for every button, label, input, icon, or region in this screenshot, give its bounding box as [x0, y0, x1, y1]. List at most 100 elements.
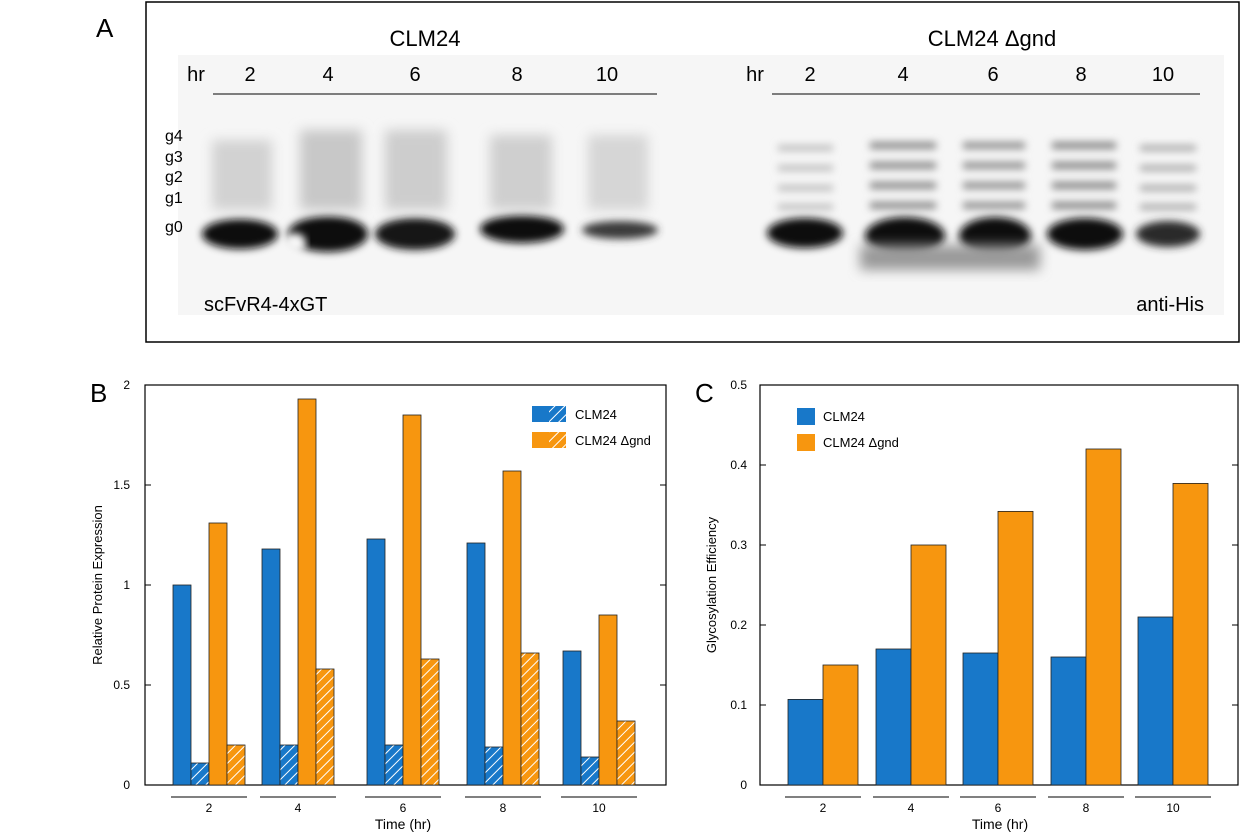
chart-b-bar-s1-10 — [580, 756, 600, 786]
chart-b-bar-s3-10 — [616, 720, 636, 786]
chart-b-xlabel: Time (hr) — [375, 816, 431, 832]
smear-clm24-6hr — [385, 130, 447, 210]
chart-c-bar-s0-2 — [787, 699, 824, 786]
panel-a-letter: A — [96, 13, 114, 43]
band-g0-dgnd-2hr — [767, 218, 843, 248]
chart-c-bar-s0-6 — [962, 652, 999, 786]
chart-c-ytick-label-5: 0.5 — [730, 378, 747, 392]
panel-b-letter: B — [90, 378, 107, 408]
chart-b-bar-s2-4 — [297, 398, 317, 786]
chart-b-ytick-label-0: 0 — [123, 778, 130, 792]
smear-clm24-8hr — [490, 135, 552, 210]
chart-b-bar-s0-4 — [261, 548, 281, 786]
panel-a: A CLM24 CLM24 Δgnd hr 2 4 6 8 10 hr 2 4 6 8 10 g… — [96, 1, 1240, 343]
chart-b-ytick-label-4: 2 — [123, 378, 130, 392]
band-label-g4: g4 — [165, 128, 183, 145]
band-label-g0: g0 — [165, 219, 183, 236]
chart-c-bar-s1-2 — [822, 664, 859, 786]
blot-left-lane-8: 8 — [511, 64, 522, 86]
chart-c-ylabel: Glycosylation Efficiency — [704, 516, 719, 653]
band-label-g3: g3 — [165, 149, 183, 166]
panel-c-letter: C — [695, 378, 714, 408]
chart-c-xtick-6: 6 — [995, 801, 1002, 815]
chart-b-xtick-8: 8 — [500, 801, 507, 815]
chart-b-ytick-label-2: 1 — [123, 578, 130, 592]
chart-b-bar-s2-8 — [502, 470, 522, 786]
blot-left-lane-6: 6 — [409, 64, 420, 86]
ladder-dgnd-6hr — [963, 142, 1025, 209]
blot-left-hr-label: hr — [187, 64, 205, 86]
blot-left-lane-4: 4 — [322, 64, 333, 86]
chart-b-bar-s0-10 — [562, 650, 582, 786]
chart-c-bar-s1-4 — [910, 544, 947, 786]
band-g0-clm24-8hr — [480, 215, 564, 243]
blot-antibody-label: anti-His — [1136, 294, 1204, 316]
blot-left-lane-2: 2 — [244, 64, 255, 86]
ladder-dgnd-2hr — [778, 145, 833, 210]
band-g0-dgnd-10hr — [1136, 221, 1200, 247]
band-g0-clm24-4hr — [288, 216, 368, 252]
chart-b-xtick-4: 4 — [295, 801, 302, 815]
chart-c-legend: CLM24 CLM24 Δgnd — [797, 408, 899, 451]
ladder-dgnd-10hr — [1140, 145, 1196, 210]
chart-b-ytick-label-3: 1.5 — [113, 478, 130, 492]
chart-c-ytick-label-2: 0.2 — [730, 618, 747, 632]
chart-b-legend-swatch-hatched-0 — [549, 406, 566, 422]
chart-c-x-axis: 2 4 6 8 10 — [785, 796, 1211, 815]
chart-b-ytick-label-1: 0.5 — [113, 678, 130, 692]
chart-b-bar-s0-8 — [466, 542, 486, 786]
chart-b-legend-swatch-solid-0 — [532, 406, 549, 422]
blot-bands — [202, 130, 1200, 270]
smear-clm24-10hr — [588, 135, 648, 210]
band-g0-clm24-2hr — [202, 219, 278, 249]
band-g0-clm24-10hr — [582, 221, 658, 239]
chart-b-legend-swatch-solid-1 — [532, 432, 549, 448]
blot-right-lane-6: 6 — [987, 64, 998, 86]
band-g0-clm24-4hr-bubble — [284, 233, 306, 253]
chart-b-ylabel: Relative Protein Expression — [90, 505, 105, 665]
blot-left-lane-headers: hr 2 4 6 8 10 — [187, 64, 618, 86]
chart-c-bar-s1-8 — [1085, 448, 1122, 786]
chart-c: C Glycosylation Efficiency Time (hr) 0 0.… — [695, 378, 1239, 832]
chart-b-xtick-10: 10 — [592, 801, 606, 815]
chart-b-bar-s2-10 — [598, 614, 618, 786]
chart-b-bar-s3-2 — [226, 744, 246, 786]
chart-c-bar-s1-10 — [1172, 482, 1209, 786]
chart-c-ytick-label-3: 0.3 — [730, 538, 747, 552]
chart-b-bar-s2-6 — [402, 414, 422, 786]
chart-c-xtick-4: 4 — [908, 801, 915, 815]
chart-c-xtick-10: 10 — [1166, 801, 1180, 815]
smear-dgnd-lower — [860, 245, 1040, 270]
chart-b-bar-s1-2 — [190, 762, 210, 786]
band-label-g2: g2 — [165, 169, 183, 186]
chart-c-xlabel: Time (hr) — [972, 816, 1028, 832]
chart-c-ytick-label-0: 0 — [740, 778, 747, 792]
smear-clm24-4hr — [300, 130, 362, 210]
chart-c-legend-label-0: CLM24 — [823, 409, 865, 424]
chart-c-legend-swatch-1 — [797, 434, 815, 451]
chart-c-bar-s0-8 — [1050, 656, 1087, 786]
ladder-dgnd-4hr — [870, 142, 936, 209]
chart-b-legend-swatch-hatched-1 — [549, 432, 566, 448]
blot-left-title: CLM24 — [390, 26, 461, 51]
chart-b-bar-s3-8 — [520, 652, 540, 786]
blot-protein-label: scFvR4-4xGT — [204, 294, 327, 316]
chart-b-bar-s1-6 — [384, 744, 404, 786]
chart-b-xtick-6: 6 — [400, 801, 407, 815]
blot-right-hr-label: hr — [746, 64, 764, 86]
chart-b-legend-label-1: CLM24 Δgnd — [575, 433, 651, 448]
smear-clm24-2hr — [212, 140, 272, 210]
chart-b-bar-s0-2 — [172, 584, 192, 786]
chart-c-xtick-8: 8 — [1083, 801, 1090, 815]
chart-c-bar-s0-10 — [1137, 616, 1174, 786]
band-labels: g4 g3 g2 g1 g0 — [165, 128, 183, 236]
band-g0-dgnd-8hr — [1047, 218, 1123, 250]
chart-c-ytick-label-4: 0.4 — [730, 458, 747, 472]
chart-b: B Relative Protein Expression Time (hr) … — [90, 378, 667, 832]
chart-c-legend-swatch-0 — [797, 408, 815, 425]
chart-c-bar-s0-4 — [875, 648, 912, 786]
chart-c-ytick-label-1: 0.1 — [730, 698, 747, 712]
band-label-g1: g1 — [165, 190, 183, 207]
blot-left-lane-10: 10 — [596, 64, 618, 86]
